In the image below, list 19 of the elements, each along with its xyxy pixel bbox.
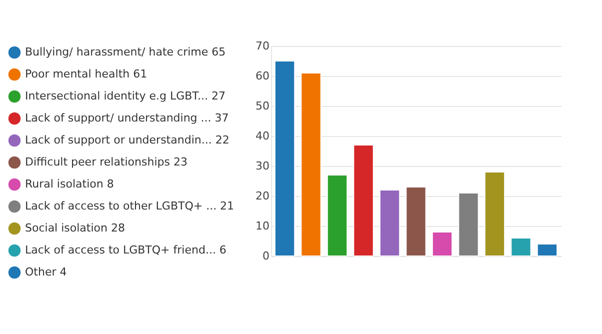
y-tick-label: 70: [256, 40, 270, 52]
legend-label: Other 4: [25, 266, 67, 278]
y-tick-label: 50: [256, 100, 270, 112]
legend-label: Lack of access to LGBTQ+ friend... 6: [25, 244, 226, 256]
y-tick-label: 60: [256, 70, 270, 82]
legend-label: Difficult peer relationships 23: [25, 156, 188, 168]
y-tick-label: 30: [256, 160, 270, 172]
y-tick-label: 0: [262, 250, 270, 262]
legend-label: Lack of support or understandin... 22: [25, 134, 230, 146]
legend-label: Lack of access to other LGBTQ+ ... 21: [25, 200, 234, 212]
y-tick-label: 40: [256, 130, 270, 142]
legend-label: Intersectional identity e.g LGBT... 27: [25, 90, 226, 102]
legend-label: Social isolation 28: [25, 222, 125, 234]
legend-label: Lack of support/ understanding ... 37: [25, 112, 229, 124]
y-tick-label: 10: [256, 220, 270, 232]
legend-label: Poor mental health 61: [25, 68, 148, 80]
legend-label: Bullying/ harassment/ hate crime 65: [25, 46, 226, 58]
legend-label: Rural isolation 8: [25, 178, 114, 190]
y-tick-label: 20: [256, 190, 270, 202]
